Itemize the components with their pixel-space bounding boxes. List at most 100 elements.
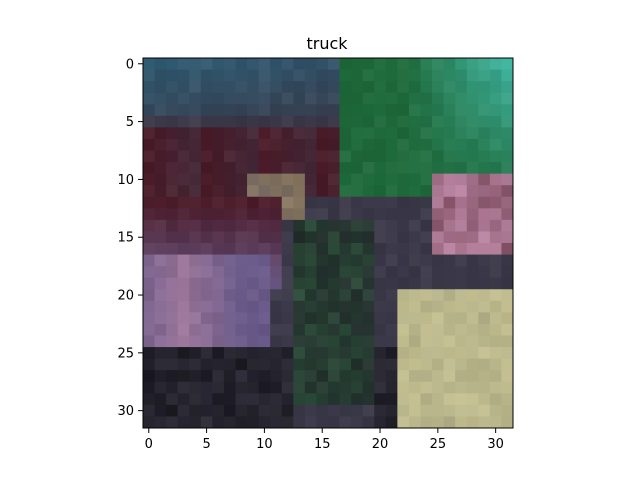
image-pixel — [489, 277, 502, 290]
image-pixel — [212, 196, 225, 209]
image-pixel — [258, 185, 271, 198]
image-pixel — [339, 347, 352, 360]
image-pixel — [501, 381, 514, 394]
image-pixel — [455, 312, 468, 325]
image-pixel — [223, 289, 236, 302]
image-pixel — [270, 347, 283, 360]
image-pixel — [223, 115, 236, 128]
y-tick-label: 15 — [117, 231, 134, 246]
image-pixel — [247, 289, 260, 302]
image-pixel — [501, 277, 514, 290]
image-pixel — [281, 208, 294, 221]
image-pixel — [374, 69, 387, 82]
image-pixel — [328, 162, 340, 175]
image-pixel — [281, 381, 294, 394]
image-pixel — [432, 150, 445, 163]
image-pixel — [466, 115, 479, 128]
image-pixel — [408, 358, 421, 371]
image-pixel — [293, 323, 306, 336]
image-pixel — [466, 370, 479, 383]
image-pixel — [166, 104, 179, 117]
image-pixel — [374, 347, 387, 360]
image-pixel — [154, 58, 167, 70]
image-pixel — [304, 219, 317, 232]
image-pixel — [420, 196, 433, 209]
image-pixel — [478, 219, 491, 232]
image-pixel — [466, 173, 479, 186]
image-pixel — [362, 173, 375, 186]
image-pixel — [281, 196, 294, 209]
image-pixel — [455, 404, 468, 417]
image-pixel — [177, 92, 190, 105]
image-pixel — [408, 138, 421, 151]
image-pixel — [455, 393, 468, 406]
image-pixel — [420, 404, 433, 417]
image-pixel — [200, 266, 213, 279]
image-pixel — [247, 416, 260, 429]
image-pixel — [316, 416, 329, 429]
image-pixel — [143, 358, 155, 371]
image-pixel — [316, 243, 329, 255]
image-pixel — [281, 300, 294, 313]
image-pixel — [166, 81, 179, 94]
image-pixel — [385, 138, 398, 151]
image-pixel — [258, 92, 271, 105]
image-pixel — [362, 358, 375, 371]
image-pixel — [316, 289, 329, 302]
image-pixel — [328, 370, 340, 383]
image-pixel — [420, 185, 433, 198]
image-pixel — [212, 254, 225, 267]
image-pixel — [166, 92, 179, 105]
image-pixel — [478, 81, 491, 94]
image-pixel — [304, 300, 317, 313]
image-pixel — [408, 416, 421, 429]
image-pixel — [154, 81, 167, 94]
image-pixel — [281, 69, 294, 82]
image-pixel — [478, 104, 491, 117]
image-pixel — [339, 231, 352, 244]
image-pixel — [432, 254, 445, 267]
image-pixel — [177, 58, 190, 70]
image-pixel — [166, 300, 179, 313]
image-pixel — [420, 266, 433, 279]
image-pixel — [189, 185, 202, 198]
image-pixel — [489, 173, 502, 186]
image-pixel — [154, 104, 167, 117]
image-pixel — [374, 300, 387, 313]
image-pixel — [432, 289, 445, 302]
image-pixel — [339, 92, 352, 105]
image-pixel — [247, 243, 260, 255]
image-pixel — [200, 127, 213, 140]
image-pixel — [281, 370, 294, 383]
image-pixel — [501, 243, 514, 255]
image-pixel — [455, 219, 468, 232]
image-pixel — [443, 312, 456, 325]
image-pixel — [374, 115, 387, 128]
image-pixel — [420, 312, 433, 325]
x-tick-label: 0 — [145, 437, 153, 452]
image-pixel — [501, 289, 514, 302]
image-pixel — [223, 208, 236, 221]
image-pixel — [235, 185, 248, 198]
image-pixel — [247, 370, 260, 383]
image-pixel — [443, 335, 456, 348]
image-pixel — [501, 300, 514, 313]
image-pixel — [339, 323, 352, 336]
image-pixel — [443, 370, 456, 383]
image-pixel — [432, 219, 445, 232]
image-pixel — [374, 92, 387, 105]
image-pixel — [247, 231, 260, 244]
image-pixel — [455, 185, 468, 198]
image-pixel — [478, 347, 491, 360]
image-pixel — [304, 92, 317, 105]
image-pixel — [432, 266, 445, 279]
image-pixel — [374, 138, 387, 151]
image-pixel — [281, 358, 294, 371]
image-pixel — [466, 300, 479, 313]
image-pixel — [258, 335, 271, 348]
image-pixel — [478, 162, 491, 175]
image-pixel — [408, 69, 421, 82]
image-pixel — [374, 254, 387, 267]
image-pixel — [281, 58, 294, 70]
image-pixel — [489, 243, 502, 255]
